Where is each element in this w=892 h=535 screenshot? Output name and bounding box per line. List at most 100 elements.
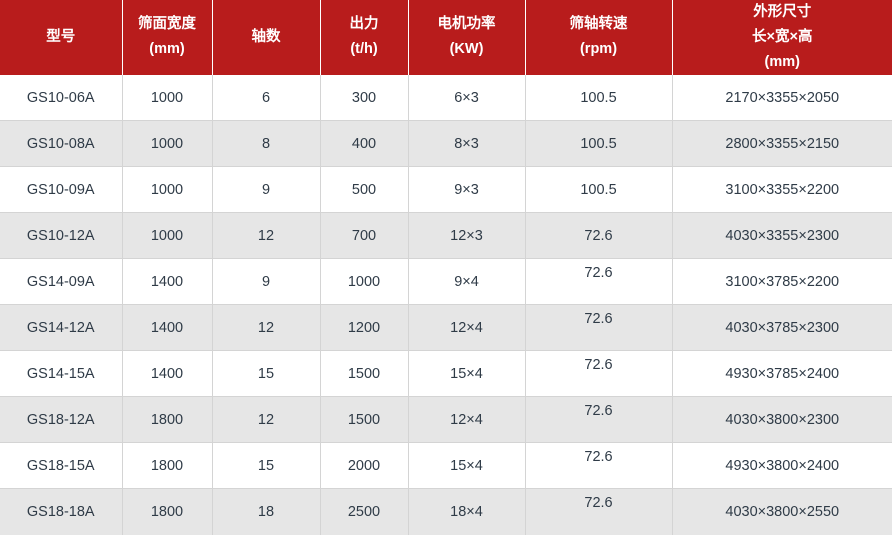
column-header-unit: (t/h): [350, 41, 378, 58]
cell-model: GS18-18A: [0, 488, 123, 535]
cell-output: 2000: [320, 442, 409, 490]
cell-power: 12×4: [408, 396, 526, 444]
table-row: GS10-06A 1000 6 300 6×3 100.5 2170×3355×2050: [0, 74, 892, 122]
cell-speed: 72.6: [525, 488, 673, 535]
cell-speed: 72.6: [525, 304, 673, 352]
cell-width: 1800: [122, 442, 213, 490]
cell-model: GS10-06A: [0, 74, 123, 122]
cell-output: 500: [320, 166, 409, 214]
cell-speed: 72.6: [525, 442, 673, 490]
cell-model: GS10-08A: [0, 120, 123, 168]
column-header-shafts: 轴数: [212, 0, 321, 75]
column-header-model: 型号: [0, 0, 123, 75]
cell-dims: 3100×3785×2200: [672, 258, 892, 306]
cell-model: GS14-12A: [0, 304, 123, 352]
cell-speed: 72.6: [525, 258, 673, 306]
cell-width: 1400: [122, 350, 213, 398]
cell-shafts: 18: [212, 488, 321, 535]
table-body: GS10-06A 1000 6 300 6×3 100.5 2170×3355×2050 GS…: [0, 74, 892, 535]
cell-speed: 72.6: [525, 212, 673, 260]
cell-dims: 4930×3800×2400: [672, 442, 892, 490]
table-row: GS18-18A 1800 18 2500 18×4 72.6 4030×3800×2550: [0, 488, 892, 535]
cell-shafts: 9: [212, 166, 321, 214]
cell-width: 1000: [122, 166, 213, 214]
cell-output: 1000: [320, 258, 409, 306]
cell-output: 1200: [320, 304, 409, 352]
cell-power: 12×3: [408, 212, 526, 260]
cell-dims: 2170×3355×2050: [672, 74, 892, 122]
cell-model: GS14-15A: [0, 350, 123, 398]
table-row: GS10-08A 1000 8 400 8×3 100.5 2800×3355×2150: [0, 120, 892, 168]
table-row: GS14-12A 1400 12 1200 12×4 72.6 4030×3785×2300: [0, 304, 892, 352]
cell-output: 700: [320, 212, 409, 260]
column-header-title: 电机功率: [437, 16, 496, 33]
cell-width: 1000: [122, 120, 213, 168]
cell-power: 15×4: [408, 350, 526, 398]
cell-speed: 100.5: [525, 74, 673, 122]
cell-width: 1000: [122, 74, 213, 122]
cell-width: 1800: [122, 488, 213, 535]
cell-power: 9×4: [408, 258, 526, 306]
column-header-unit: (mm): [764, 53, 800, 70]
cell-dims: 4030×3785×2300: [672, 304, 892, 352]
cell-shafts: 12: [212, 396, 321, 444]
cell-dims: 3100×3355×2200: [672, 166, 892, 214]
cell-power: 6×3: [408, 74, 526, 122]
cell-dims: 2800×3355×2150: [672, 120, 892, 168]
column-header-unit: (KW): [449, 41, 484, 58]
cell-model: GS14-09A: [0, 258, 123, 306]
table-header: 型号 筛面宽度 (mm) 轴数 出力 (t/h) 电机功率 (KW) 筛轴转速 (rpm) 外形尺寸…: [0, 0, 892, 75]
cell-width: 1400: [122, 258, 213, 306]
cell-shafts: 6: [212, 74, 321, 122]
cell-dims: 4030×3355×2300: [672, 212, 892, 260]
column-header-power: 电机功率 (KW): [408, 0, 526, 75]
cell-power: 12×4: [408, 304, 526, 352]
cell-width: 1000: [122, 212, 213, 260]
cell-model: GS18-15A: [0, 442, 123, 490]
cell-power: 8×3: [408, 120, 526, 168]
column-header-title: 型号: [46, 28, 76, 45]
column-header-title: 筛轴转速: [569, 16, 628, 33]
cell-output: 1500: [320, 350, 409, 398]
cell-model: GS10-09A: [0, 166, 123, 214]
cell-shafts: 8: [212, 120, 321, 168]
table-row: GS10-09A 1000 9 500 9×3 100.5 3100×3355×2200: [0, 166, 892, 214]
header-row: 型号 筛面宽度 (mm) 轴数 出力 (t/h) 电机功率 (KW) 筛轴转速 (rpm) 外形尺寸…: [0, 0, 892, 75]
table-row: GS14-09A 1400 9 1000 9×4 72.6 3100×3785×2200: [0, 258, 892, 306]
cell-output: 300: [320, 74, 409, 122]
cell-model: GS18-12A: [0, 396, 123, 444]
cell-shafts: 12: [212, 304, 321, 352]
cell-shafts: 15: [212, 350, 321, 398]
cell-speed: 100.5: [525, 166, 673, 214]
cell-output: 2500: [320, 488, 409, 535]
cell-power: 9×3: [408, 166, 526, 214]
column-header-output: 出力 (t/h): [320, 0, 409, 75]
column-header-unit: (rpm): [579, 41, 618, 58]
column-header-dims: 外形尺寸长×宽×高 (mm): [672, 0, 892, 75]
table-row: GS14-15A 1400 15 1500 15×4 72.6 4930×3785×2400: [0, 350, 892, 398]
cell-shafts: 15: [212, 442, 321, 490]
cell-power: 15×4: [408, 442, 526, 490]
cell-speed: 100.5: [525, 120, 673, 168]
cell-output: 400: [320, 120, 409, 168]
column-header-subtitle: 长×宽×高: [752, 28, 813, 45]
cell-power: 18×4: [408, 488, 526, 535]
table-row: GS18-15A 1800 15 2000 15×4 72.6 4930×3800×2400: [0, 442, 892, 490]
cell-dims: 4030×3800×2300: [672, 396, 892, 444]
column-header-title: 轴数: [251, 28, 281, 45]
column-header-unit: (mm): [149, 41, 185, 58]
cell-width: 1400: [122, 304, 213, 352]
cell-speed: 72.6: [525, 396, 673, 444]
table-row: GS10-12A 1000 12 700 12×3 72.6 4030×3355×2300: [0, 212, 892, 260]
table-row: GS18-12A 1800 12 1500 12×4 72.6 4030×3800×2300: [0, 396, 892, 444]
cell-dims: 4030×3800×2550: [725, 504, 840, 521]
cell-shafts: 12: [212, 212, 321, 260]
column-header-title: 外形尺寸: [753, 4, 812, 20]
column-header-width: 筛面宽度 (mm): [122, 0, 213, 75]
cell-width: 1800: [122, 396, 213, 444]
column-header-title: 出力: [349, 16, 379, 33]
cell-output: 1500: [320, 396, 409, 444]
cell-speed: 72.6: [525, 350, 673, 398]
cell-model: GS10-12A: [0, 212, 123, 260]
